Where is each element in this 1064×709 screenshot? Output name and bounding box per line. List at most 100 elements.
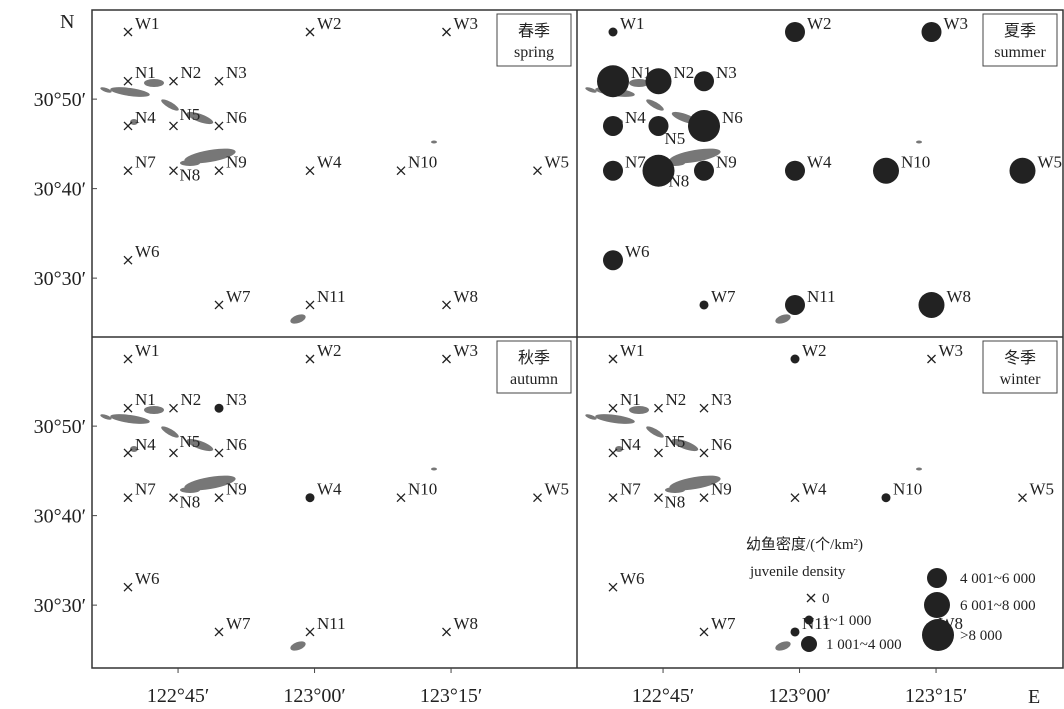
island-shape — [595, 414, 635, 424]
island-shape — [180, 160, 200, 166]
station-label: N8 — [180, 493, 201, 512]
station-label: W2 — [807, 14, 832, 33]
island-shape — [184, 148, 236, 164]
island-shape — [110, 87, 150, 97]
station-marker-dot — [873, 157, 899, 184]
station-label: N10 — [408, 153, 437, 172]
station-marker-dot — [785, 22, 805, 42]
island-shape — [646, 99, 664, 111]
station-label: W7 — [226, 614, 251, 633]
station-marker-zero — [123, 493, 133, 503]
station-label: N5 — [180, 432, 201, 451]
season-label-en: summer — [994, 44, 1046, 61]
island-shape — [186, 438, 214, 452]
station-label: N9 — [711, 480, 732, 499]
legend-marker-dot — [927, 568, 947, 588]
station-marker-dot — [305, 493, 315, 503]
station-label: N4 — [620, 435, 641, 454]
station-label: N2 — [181, 390, 202, 409]
island-group — [100, 79, 437, 324]
season-label-en: winter — [1000, 371, 1042, 388]
station-label: N9 — [226, 153, 247, 172]
season-box — [982, 340, 1058, 394]
station-marker-dot — [921, 22, 942, 42]
station-marker-zero — [608, 493, 618, 503]
station-label: N3 — [716, 63, 737, 82]
station-marker-zero — [123, 121, 133, 131]
island-shape — [144, 79, 164, 87]
legend-item-label: 1 001~4 000 — [826, 637, 902, 653]
station-label: N1 — [135, 63, 156, 82]
island-shape — [130, 119, 138, 125]
station-label: W5 — [545, 480, 570, 499]
legend-item-label: 0 — [822, 591, 830, 607]
north-label: N — [60, 11, 74, 33]
island-shape — [161, 426, 179, 438]
station-label: N8 — [669, 172, 690, 191]
station-label: W7 — [711, 614, 736, 633]
station-label: W1 — [620, 14, 645, 33]
island-shape — [916, 140, 922, 144]
season-box — [496, 340, 572, 394]
station-marker-zero — [123, 448, 133, 458]
station-marker-zero — [305, 300, 315, 310]
panel-spring: 春季 spring W1 W2 W3 N1 N2 N3 N4 N5 N6 N7 N8 N9 W4 N10 W5 W… — [123, 13, 572, 310]
station-label: W4 — [317, 480, 342, 499]
station-label: N5 — [665, 129, 686, 148]
legend-title-cn: 幼鱼密度/(个/km²) — [746, 535, 863, 553]
station-marker-zero — [305, 27, 315, 37]
station-marker-zero — [169, 121, 178, 131]
station-marker-zero — [927, 354, 936, 364]
island-shape — [585, 414, 597, 420]
station-marker-zero — [169, 493, 178, 503]
station-marker-zero — [608, 354, 618, 364]
station-marker-dot — [699, 300, 709, 310]
island-shape — [431, 140, 437, 144]
station-marker-zero — [214, 627, 224, 637]
station-marker-dot — [785, 294, 805, 315]
station-marker-dot — [608, 27, 618, 37]
panel-autumn: 秋季 autumn W1 W2 W3 N1 N2 N3 N4 N5 N6 N7 N8 N9 W4 N10 W5 W… — [123, 340, 572, 637]
island-group — [585, 406, 922, 651]
station-marker-dot — [790, 354, 800, 364]
station-marker-zero — [214, 448, 224, 458]
island-shape — [144, 406, 164, 414]
island-shape — [290, 314, 306, 324]
station-label: N3 — [711, 390, 732, 409]
station-label: N4 — [135, 435, 156, 454]
season-label-cn: 夏季 — [1004, 22, 1036, 40]
lon-tick-label: 123°15′ — [420, 685, 482, 707]
station-marker-dot — [881, 493, 891, 503]
station-marker-dot — [603, 250, 623, 271]
station-label: N8 — [665, 493, 686, 512]
island-shape — [161, 99, 179, 111]
station-marker-dot — [648, 115, 669, 136]
season-label-cn: 冬季 — [1004, 349, 1036, 367]
station-marker-zero — [699, 493, 709, 503]
station-label: N11 — [317, 614, 346, 633]
station-label: W7 — [711, 287, 736, 306]
station-label: N5 — [665, 432, 686, 451]
station-label: W4 — [807, 153, 832, 172]
station-marker-dot — [214, 403, 224, 413]
legend-marker-dot — [801, 636, 817, 652]
station-label: N7 — [620, 480, 641, 499]
island-group — [100, 406, 437, 651]
station-label: W1 — [135, 14, 160, 33]
station-marker-zero — [214, 76, 224, 86]
station-label: W5 — [1030, 480, 1055, 499]
station-marker-zero — [608, 448, 618, 458]
station-marker-dot — [688, 109, 720, 142]
station-marker-zero — [699, 448, 709, 458]
axis-labels: N E 30°50′ 30°50′ 30°40′ 30°40′ 30°30′ 30°30′… — [34, 11, 1041, 708]
station-label: W8 — [454, 287, 479, 306]
station-marker-zero — [123, 582, 133, 592]
legend-marker-zero — [806, 593, 816, 603]
station-marker-zero — [442, 27, 451, 37]
station-marker-zero — [169, 166, 178, 176]
lon-tick-label: 123°00′ — [283, 685, 345, 707]
station-marker-zero — [123, 27, 133, 37]
station-marker-dot — [918, 291, 945, 318]
